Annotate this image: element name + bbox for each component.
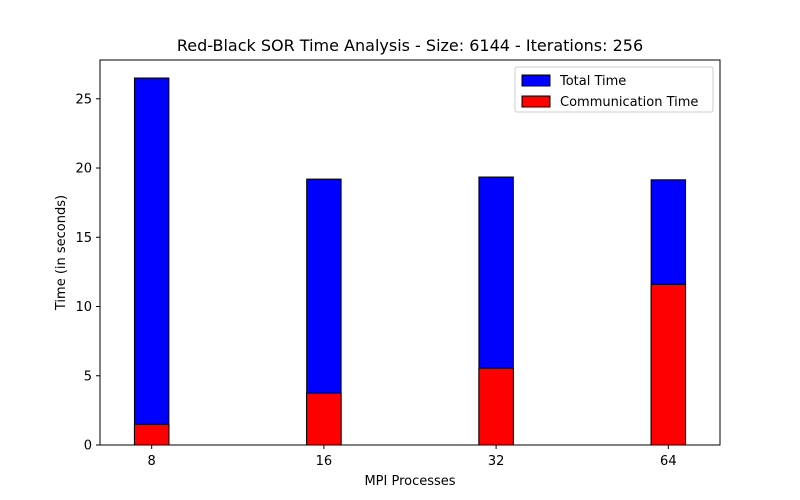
legend-swatch-communication <box>521 95 551 108</box>
y-tick-label-5: 5 <box>84 369 92 384</box>
legend-label-total: Total Time <box>559 74 626 89</box>
plot-area <box>133 77 687 446</box>
axes-frame <box>99 59 721 446</box>
bar-communication-8 <box>133 423 170 446</box>
x-tick-label-32: 32 <box>488 454 505 469</box>
legend-swatch-total <box>521 74 551 87</box>
x-tick-label-64: 64 <box>660 454 677 469</box>
legend-label-communication: Communication Time <box>560 95 698 110</box>
legend: Total Time Communication Time <box>514 66 714 113</box>
bar-communication-32 <box>478 367 514 446</box>
bar-communication-16 <box>306 392 342 446</box>
y-tick-label-15: 15 <box>75 231 92 246</box>
x-axis-label: MPI Processes <box>364 474 455 489</box>
y-tick-label-25: 25 <box>75 92 92 107</box>
chart-title: Red-Black SOR Time Analysis - Size: 6144… <box>177 36 643 55</box>
x-axis: 8 16 32 64 <box>148 445 677 469</box>
legend-box <box>514 66 714 113</box>
bar-total-8 <box>133 77 170 446</box>
x-tick-label-16: 16 <box>316 454 333 469</box>
y-axis: 0 5 10 15 20 25 <box>75 92 100 454</box>
y-axis-label: Time (in seconds) <box>54 195 69 311</box>
y-tick-label-20: 20 <box>75 162 92 177</box>
y-tick-label-10: 10 <box>75 300 92 315</box>
x-tick-label-8: 8 <box>148 454 156 469</box>
y-tick-label-0: 0 <box>84 439 92 454</box>
bar-communication-64 <box>650 283 687 446</box>
